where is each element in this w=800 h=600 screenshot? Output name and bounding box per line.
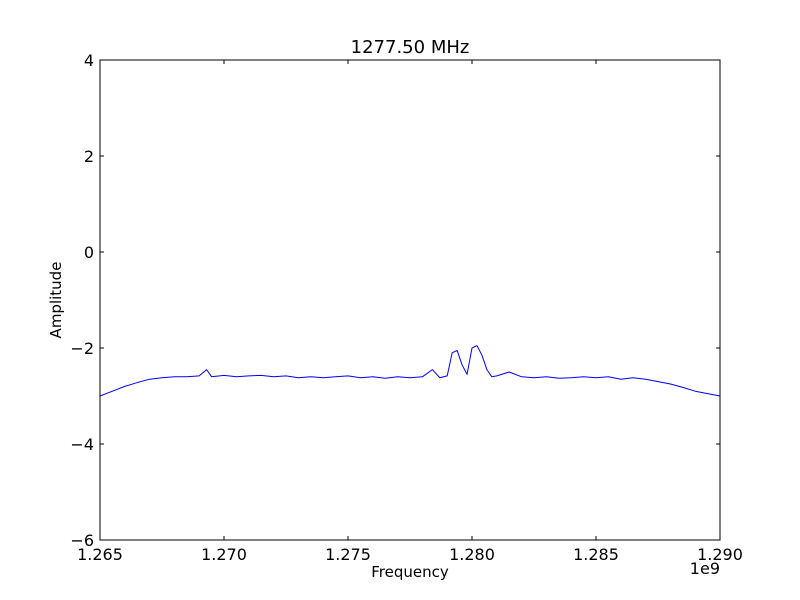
x-tick-label: 1.285	[573, 545, 619, 564]
y-tick-label: −6	[70, 531, 94, 550]
y-tick-label: 0	[84, 243, 94, 262]
plot-frame	[99, 59, 721, 541]
y-tick-label: −4	[70, 435, 94, 454]
y-tick-label: 4	[84, 51, 94, 70]
x-axis-offset-label: 1e9	[690, 559, 720, 578]
x-tick-label: 1.275	[325, 545, 371, 564]
chart-title: 1277.50 MHz	[351, 37, 470, 58]
y-tick-label: 2	[84, 147, 94, 166]
series-layer	[99, 345, 721, 397]
x-axis-title: Frequency	[371, 563, 449, 581]
x-tick-label: 1.265	[77, 545, 123, 564]
series-line-0	[99, 345, 721, 397]
x-tick-label: 1.290	[697, 545, 743, 564]
tick-layer: 1.265 1.270 1.275 1.280 1.285 1.290 4 2 0 −2 −4 −6	[70, 51, 743, 564]
y-axis-title: Amplitude	[47, 262, 65, 339]
plot-area	[100, 60, 720, 540]
y-tick-label: −2	[70, 339, 94, 358]
x-tick-label: 1.270	[201, 545, 247, 564]
x-tick-label: 1.280	[449, 545, 495, 564]
